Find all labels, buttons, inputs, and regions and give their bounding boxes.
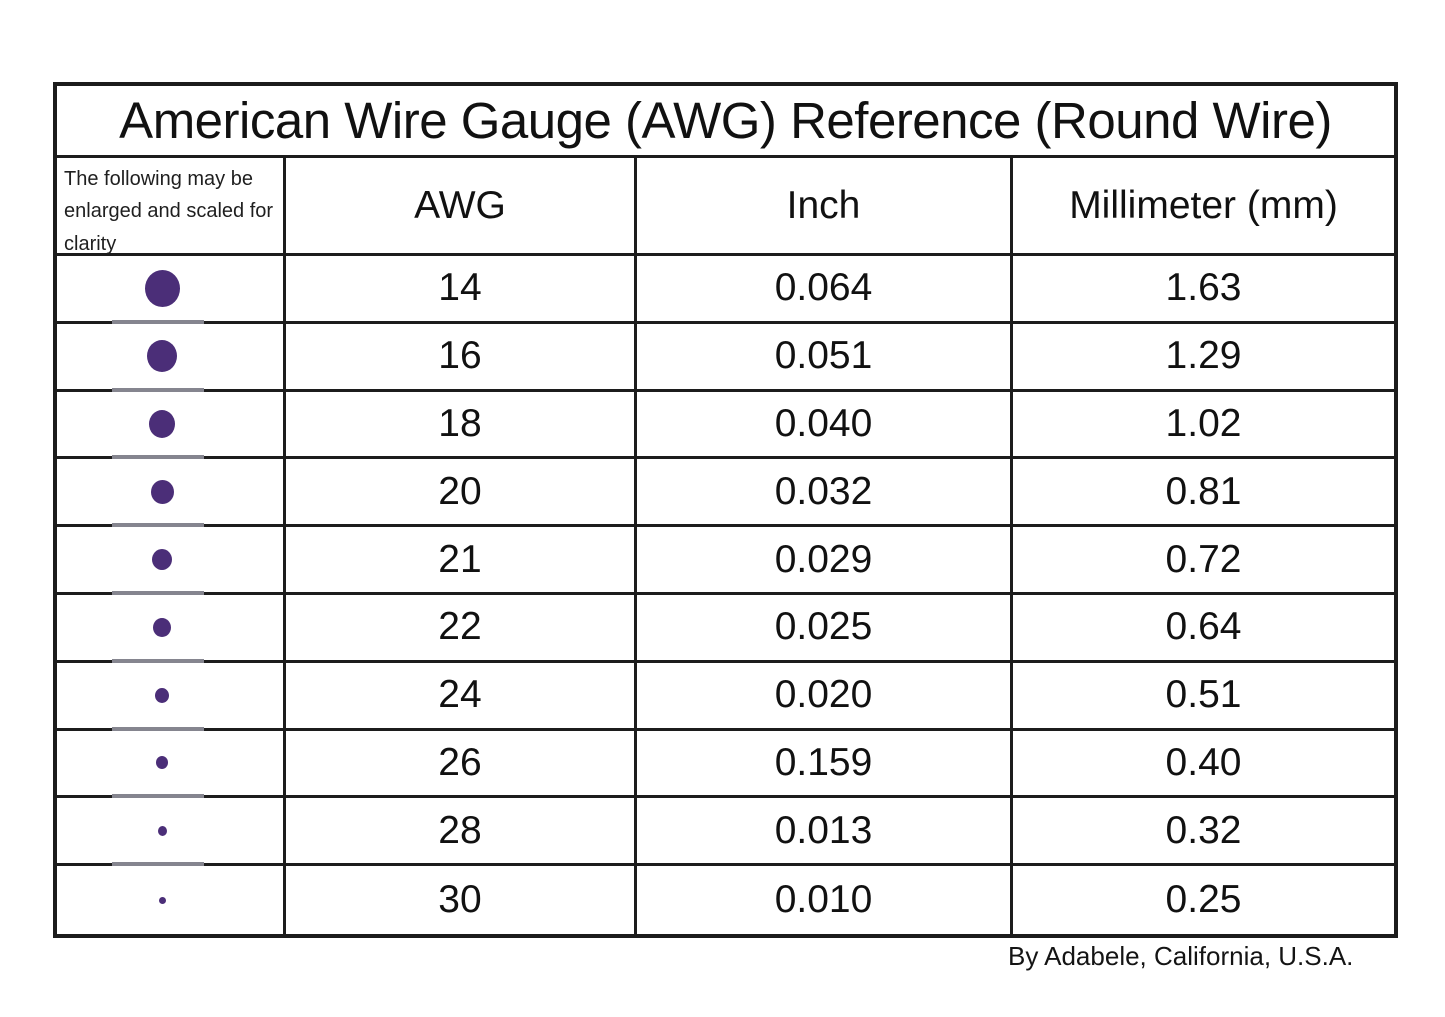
dot-underline (112, 523, 204, 528)
column-header-inch: Inch (637, 158, 1013, 256)
inch-value-cell: 0.029 (637, 527, 1013, 595)
wire-size-dot-cell (57, 256, 286, 324)
wire-diameter-dot (152, 549, 172, 571)
dot-underline (112, 862, 204, 867)
wire-size-dot-cell (57, 323, 286, 392)
wire-diameter-dot (150, 479, 174, 504)
wire-size-dot-cell (57, 391, 286, 460)
mm-value-cell: 0.64 (1013, 595, 1394, 663)
dot-underline (112, 319, 204, 324)
wire-size-dot-cell (57, 662, 286, 731)
wire-size-dot-cell (57, 527, 286, 595)
dot-underline (112, 591, 204, 595)
inch-value-cell: 0.051 (637, 323, 1013, 392)
wire-diameter-dot (155, 687, 169, 703)
inch-value-cell: 0.040 (637, 391, 1013, 460)
awg-reference-table: American Wire Gauge (AWG) Reference (Rou… (53, 82, 1398, 938)
wire-size-dot-cell (57, 595, 286, 663)
column-header-awg: AWG (286, 158, 637, 256)
awg-value-cell: 30 (286, 866, 637, 934)
wire-diameter-dot (158, 896, 166, 904)
awg-value-cell: 20 (286, 459, 637, 528)
awg-value-cell: 22 (286, 595, 637, 663)
dot-underline (112, 726, 204, 731)
inch-value-cell: 0.010 (637, 866, 1013, 934)
column-header-millimeter: Millimeter (mm) (1013, 158, 1394, 256)
awg-value-cell: 21 (286, 527, 637, 595)
table-title: American Wire Gauge (AWG) Reference (Rou… (57, 86, 1394, 158)
awg-value-cell: 28 (286, 798, 637, 867)
mm-value-cell: 0.25 (1013, 866, 1394, 934)
header-note: The following may be enlarged and scaled… (57, 158, 286, 256)
wire-diameter-dot (156, 756, 168, 770)
dot-underline (112, 658, 204, 663)
awg-value-cell: 16 (286, 323, 637, 392)
wire-diameter-dot (147, 340, 177, 373)
mm-value-cell: 0.51 (1013, 662, 1394, 731)
wire-diameter-dot (144, 269, 180, 307)
dot-underline (112, 387, 204, 392)
wire-diameter-dot (157, 825, 167, 836)
awg-value-cell: 26 (286, 730, 637, 799)
wire-diameter-dot (153, 617, 171, 637)
credit-text: By Adabele, California, U.S.A. (1008, 941, 1354, 971)
awg-value-cell: 18 (286, 391, 637, 460)
mm-value-cell: 0.32 (1013, 798, 1394, 867)
mm-value-cell: 0.81 (1013, 459, 1394, 528)
awg-value-cell: 14 (286, 256, 637, 324)
wire-size-dot-cell (57, 866, 286, 934)
inch-value-cell: 0.020 (637, 662, 1013, 731)
wire-diameter-dot (149, 409, 175, 438)
mm-value-cell: 1.63 (1013, 256, 1394, 324)
wire-size-dot-cell (57, 459, 286, 528)
mm-value-cell: 1.02 (1013, 391, 1394, 460)
wire-size-dot-cell (57, 798, 286, 867)
dot-underline (112, 794, 204, 799)
inch-value-cell: 0.032 (637, 459, 1013, 528)
inch-value-cell: 0.025 (637, 595, 1013, 663)
inch-value-cell: 0.159 (637, 730, 1013, 799)
inch-value-cell: 0.064 (637, 256, 1013, 324)
mm-value-cell: 0.40 (1013, 730, 1394, 799)
mm-value-cell: 0.72 (1013, 527, 1394, 595)
wire-size-dot-cell (57, 730, 286, 799)
inch-value-cell: 0.013 (637, 798, 1013, 867)
awg-value-cell: 24 (286, 662, 637, 731)
dot-underline (112, 455, 204, 460)
mm-value-cell: 1.29 (1013, 323, 1394, 392)
